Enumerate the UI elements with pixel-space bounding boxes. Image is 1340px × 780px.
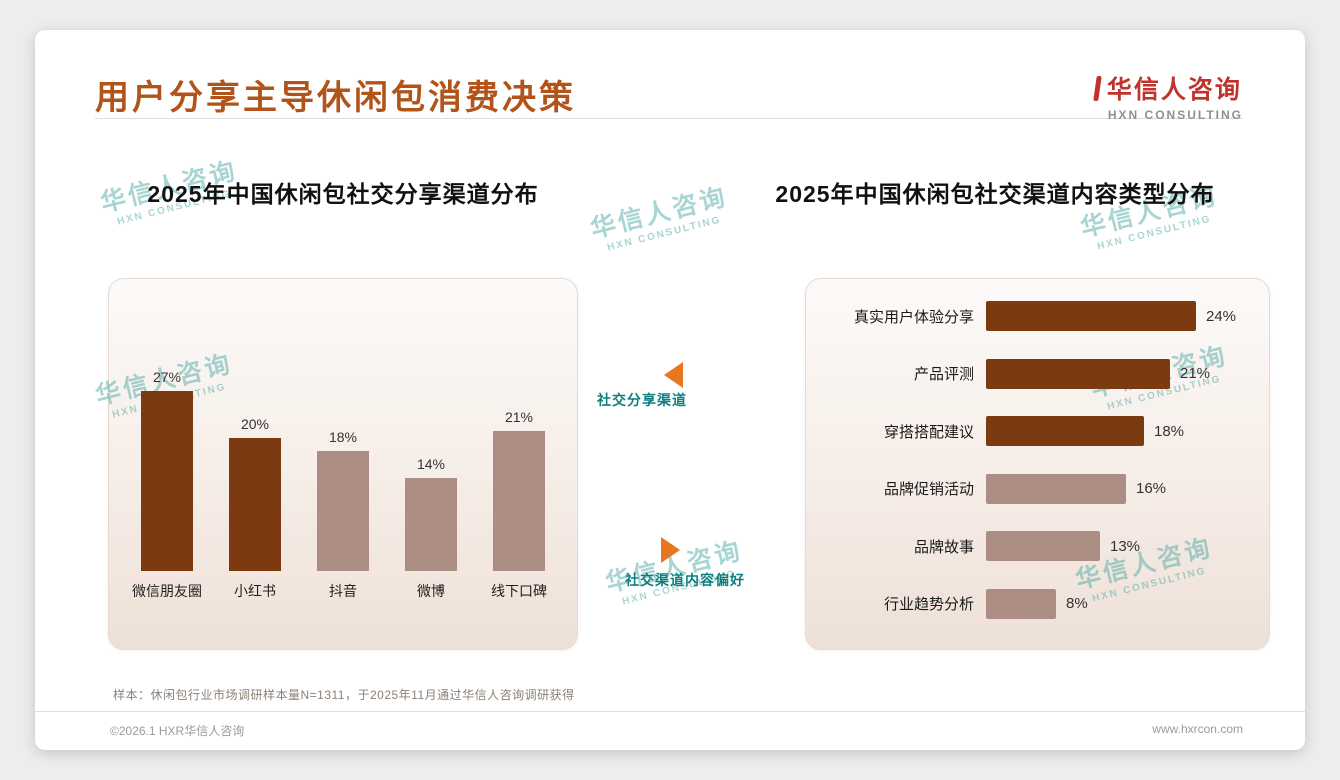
- vertical-chart: 27% 微信朋友圈 20% 小红书 18% 抖音 14% 微博 21% 线下口碑: [123, 369, 563, 601]
- bar-value-label: 16%: [1136, 480, 1167, 498]
- bar-row: 品牌促销活动 16%: [816, 473, 1263, 504]
- category-label: 品牌故事: [913, 538, 974, 556]
- right-chart-panel: 真实用户体验分享 24% 产品评测 21% 穿搭搭配建议 18% 品牌促销活动 16% 品牌故事…: [805, 278, 1270, 650]
- watermark-text: 华信人咨询: [587, 182, 731, 244]
- company-logo: 华信人咨询 HXN CONSULTING: [1093, 70, 1243, 122]
- page-title: 用户分享主导休闲包消费决策: [95, 79, 576, 117]
- bar: [229, 438, 281, 571]
- bar-group: 14% 微博: [387, 456, 475, 601]
- watermark-subtext: HXN CONSULTING: [606, 214, 723, 254]
- bar: [986, 473, 1126, 504]
- bar: [986, 358, 1170, 389]
- bar-value-label: 18%: [1154, 422, 1185, 440]
- category-label: 微信朋友圈: [132, 583, 202, 599]
- logo-text: 华信人咨询: [1106, 76, 1242, 104]
- bar-row: 穿搭搭配建议 18%: [816, 416, 1263, 447]
- bar: [405, 478, 457, 571]
- bar: [986, 416, 1144, 447]
- bar-row: 品牌故事 13%: [816, 531, 1263, 562]
- header-divider: [95, 118, 1243, 119]
- logo-icon: [1093, 75, 1102, 101]
- slide: 用户分享主导休闲包消费决策 华信人咨询 HXN CONSULTING 2025年…: [35, 30, 1305, 750]
- left-chart-panel: 27% 微信朋友圈 20% 小红书 18% 抖音 14% 微博 21% 线下口碑: [108, 278, 578, 650]
- bar-group: 21% 线下口碑: [475, 409, 563, 601]
- arrow-right-icon: [661, 537, 680, 563]
- bar-group: 20% 小红书: [211, 416, 299, 601]
- bar-value-label: 13%: [1110, 537, 1141, 555]
- bar: [317, 451, 369, 571]
- bar-value-label: 14%: [416, 456, 446, 472]
- category-label: 小红书: [234, 583, 276, 599]
- arrow-left-icon: [664, 362, 683, 388]
- category-label: 产品评测: [913, 366, 974, 384]
- watermark-subtext: HXN CONSULTING: [1096, 213, 1213, 253]
- bar-group: 27% 微信朋友圈: [123, 369, 211, 601]
- bar-value-label: 21%: [504, 409, 534, 425]
- horizontal-chart: 真实用户体验分享 24% 产品评测 21% 穿搭搭配建议 18% 品牌促销活动 16% 品牌故事…: [816, 301, 1263, 619]
- category-label: 微博: [417, 583, 445, 599]
- sample-footnote: 样本：休闲包行业市场调研样本量N=1311，于2025年11月通过华信人咨询调研…: [113, 688, 575, 702]
- footer-divider: [35, 711, 1305, 712]
- bar-value-label: 18%: [328, 429, 358, 445]
- category-label: 抖音: [329, 583, 357, 599]
- content-preference-label: 社交渠道内容偏好: [625, 572, 745, 588]
- copyright-text: ©2026.1 HXR华信人咨询: [110, 724, 245, 738]
- bar-row: 行业趋势分析 8%: [816, 588, 1263, 619]
- bar-value-label: 21%: [1180, 365, 1211, 383]
- right-chart-title: 2025年中国休闲包社交渠道内容类型分布: [775, 181, 1215, 207]
- category-label: 真实用户体验分享: [853, 308, 974, 326]
- logo-subtext: HXN CONSULTING: [1107, 108, 1243, 122]
- category-label: 穿搭搭配建议: [883, 423, 974, 441]
- bar: [986, 531, 1100, 562]
- bar: [493, 431, 545, 571]
- bar-value-label: 8%: [1066, 595, 1088, 613]
- bar: [986, 301, 1196, 331]
- left-chart-title: 2025年中国休闲包社交分享渠道分布: [147, 181, 539, 207]
- share-channel-label: 社交分享渠道: [597, 392, 687, 408]
- bar: [986, 588, 1056, 619]
- category-label: 品牌促销活动: [883, 481, 974, 499]
- bar-group: 18% 抖音: [299, 429, 387, 601]
- bar-row: 真实用户体验分享 24%: [816, 301, 1263, 331]
- category-label: 线下口碑: [491, 583, 547, 599]
- bar: [141, 391, 193, 571]
- bar-value-label: 27%: [152, 369, 182, 385]
- bar-value-label: 24%: [1206, 307, 1237, 325]
- website-url: www.hxrcon.com: [1152, 722, 1243, 736]
- category-label: 行业趋势分析: [883, 596, 974, 614]
- bar-value-label: 20%: [240, 416, 270, 432]
- bar-row: 产品评测 21%: [816, 358, 1263, 389]
